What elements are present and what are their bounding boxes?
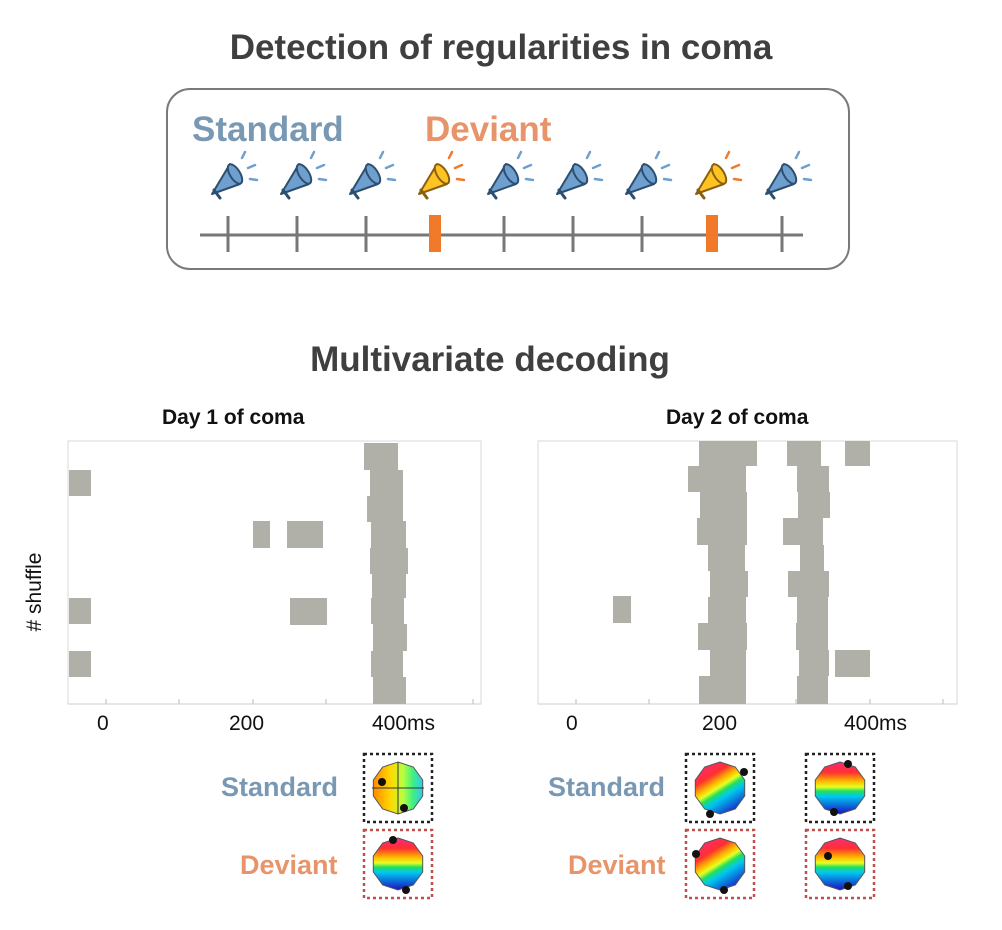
electrode-dot	[720, 886, 728, 894]
significant-band	[798, 492, 830, 518]
panel-2-title: Day 2 of coma	[666, 406, 809, 429]
significant-band	[800, 545, 824, 571]
p1-xtick-200: 200	[229, 712, 265, 735]
standard-speaker-icon	[349, 150, 397, 200]
raster-panel-day1	[67, 440, 482, 705]
significant-band	[700, 492, 747, 518]
significant-band	[787, 441, 821, 466]
p2b-standard-map	[814, 761, 866, 815]
main-title: Detection of regularities in coma	[229, 28, 773, 67]
p2-deviant-label: Deviant	[568, 850, 666, 880]
p2a-standard-map-frame	[684, 752, 756, 824]
significant-band	[796, 623, 828, 650]
significant-band	[370, 548, 408, 574]
p2b-standard-map-frame	[804, 752, 876, 824]
significant-band	[370, 470, 403, 496]
significant-band	[699, 676, 746, 704]
standard-legend-label: Standard	[192, 110, 344, 149]
electrode-dot	[824, 852, 832, 860]
deviant-legend-label: Deviant	[425, 110, 552, 149]
significant-band	[797, 597, 828, 623]
standard-speaker-icon	[487, 150, 535, 200]
p2-xtick-200: 200	[702, 712, 738, 735]
p1-xtick-400: 400ms	[372, 712, 436, 735]
significant-band	[797, 676, 828, 704]
panel-1-title: Day 1 of coma	[162, 406, 305, 429]
deviant-marker	[706, 215, 718, 252]
significant-band	[710, 650, 746, 676]
significant-band	[371, 521, 406, 548]
significant-band	[799, 650, 829, 676]
significant-band	[373, 677, 406, 704]
significant-band	[688, 466, 746, 492]
electrode-dot	[378, 778, 386, 786]
significant-band	[371, 651, 403, 677]
significant-band	[697, 518, 747, 545]
standard-speaker-icon	[765, 150, 813, 200]
significant-band	[372, 573, 406, 598]
significant-cluster	[69, 598, 91, 624]
electrode-dot	[706, 810, 714, 818]
significant-cluster	[287, 521, 323, 548]
p2a-deviant-map	[694, 837, 746, 891]
p2-standard-label: Standard	[548, 772, 666, 802]
deviant-marker	[429, 215, 441, 252]
significant-band	[364, 443, 398, 470]
significant-band	[371, 598, 404, 624]
significant-cluster	[845, 441, 870, 466]
p1-deviant-label: Deviant	[240, 850, 338, 880]
electrode-dot	[844, 760, 852, 768]
p2b-deviant-map	[814, 837, 866, 891]
significant-band	[783, 518, 823, 545]
standard-speaker-icon	[556, 150, 604, 200]
stimulus-sequence	[200, 150, 813, 252]
significant-cluster	[613, 596, 631, 623]
p2-xtick-400: 400ms	[844, 712, 908, 735]
p1-deviant-map	[372, 837, 424, 891]
significant-cluster	[69, 470, 91, 496]
electrode-dot	[830, 808, 838, 816]
sequence-box	[166, 88, 850, 270]
significant-cluster	[290, 598, 327, 625]
p2a-standard-map	[694, 761, 746, 815]
deviant-speaker-icon	[418, 150, 466, 200]
significant-band	[788, 571, 829, 597]
significant-cluster	[253, 521, 270, 548]
standard-speaker-icon	[211, 150, 259, 200]
electrode-dot	[389, 836, 397, 844]
significant-band	[708, 597, 746, 623]
significant-band	[698, 623, 747, 650]
electrode-dot	[740, 768, 748, 776]
significant-band	[367, 496, 403, 522]
p1-xtick-0: 0	[97, 712, 109, 735]
p1-standard-label: Standard	[221, 772, 339, 802]
standard-speaker-icon	[280, 150, 328, 200]
significant-band	[708, 545, 745, 571]
significant-band	[699, 441, 757, 466]
p1-deviant-map-frame	[362, 828, 434, 900]
significant-band	[373, 624, 407, 651]
significant-cluster	[69, 651, 91, 677]
deviant-speaker-icon	[695, 150, 743, 200]
electrode-dot	[400, 804, 408, 812]
significant-cluster	[835, 650, 870, 677]
decoding-title: Multivariate decoding	[310, 340, 670, 379]
p2a-deviant-map-frame	[684, 828, 756, 900]
p1-standard-map-frame	[362, 752, 434, 824]
electrode-dot	[692, 850, 700, 858]
electrode-dot	[402, 886, 410, 894]
significant-band	[710, 571, 748, 597]
standard-speaker-icon	[625, 150, 673, 200]
p2-xtick-0: 0	[566, 712, 578, 735]
electrode-dot	[844, 882, 852, 890]
p2b-deviant-map-frame	[804, 828, 876, 900]
significant-band	[797, 466, 829, 492]
